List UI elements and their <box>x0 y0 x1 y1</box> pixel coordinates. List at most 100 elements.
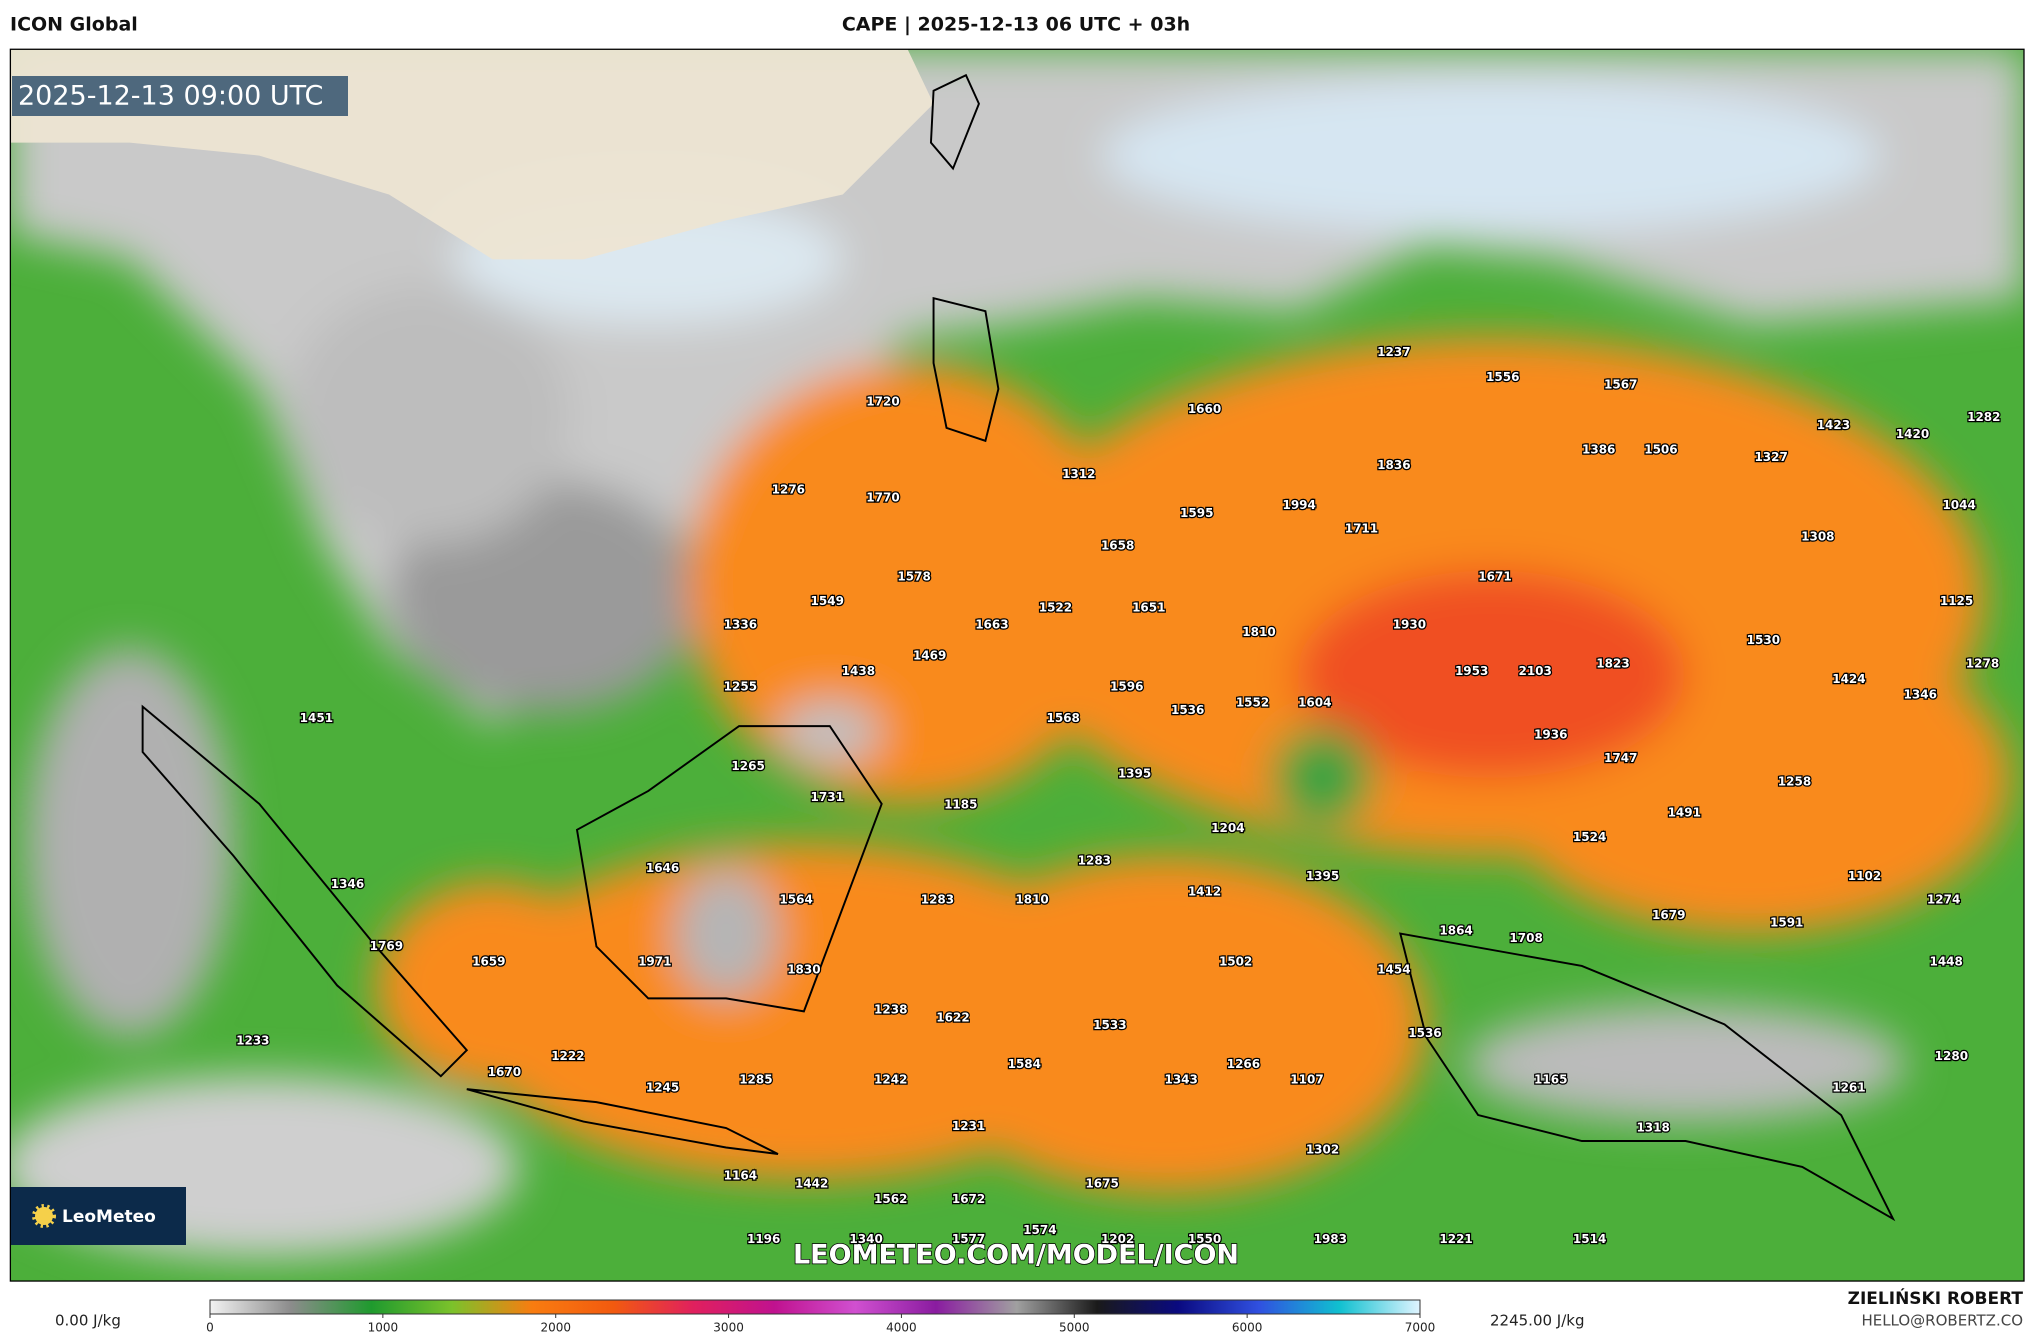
point-label: 1556 <box>1486 370 1519 384</box>
colorbar-tick-label: 2000 <box>540 1321 571 1335</box>
point-label: 1221 <box>1439 1232 1472 1246</box>
point-label: 1536 <box>1171 703 1204 717</box>
point-label: 1651 <box>1132 601 1165 615</box>
point-label: 1386 <box>1582 442 1615 456</box>
colorbar-tick-label: 6000 <box>1232 1321 1263 1335</box>
point-label: 1424 <box>1832 672 1865 686</box>
point-label: 1568 <box>1047 711 1080 725</box>
point-label: 1731 <box>811 790 844 804</box>
point-label: 1502 <box>1219 955 1252 969</box>
point-label: 1231 <box>952 1119 985 1133</box>
point-label: 1646 <box>646 861 679 875</box>
point-label: 1280 <box>1935 1049 1968 1063</box>
point-label: 1340 <box>849 1232 882 1246</box>
point-label: 1274 <box>1927 892 1960 906</box>
point-label: 1346 <box>331 877 364 891</box>
point-label: 1552 <box>1236 695 1269 709</box>
legend-min: 0.00 J/kg <box>55 1312 121 1330</box>
point-label: 1930 <box>1393 617 1426 631</box>
point-label: 1438 <box>842 664 875 678</box>
point-label: 1102 <box>1848 869 1881 883</box>
point-label: 1451 <box>300 711 333 725</box>
point-label: 1830 <box>787 962 820 976</box>
point-label: 1983 <box>1314 1232 1347 1246</box>
point-label: 1265 <box>731 759 764 773</box>
point-label: 1044 <box>1942 498 1975 512</box>
point-label: 1660 <box>1188 402 1221 416</box>
colorbar-tick-label: 0 <box>206 1321 214 1335</box>
point-label: 1747 <box>1604 751 1637 765</box>
point-label: 1469 <box>913 649 946 663</box>
colorbar-tick-label: 7000 <box>1405 1321 1436 1335</box>
logo-text: LeoMeteo <box>62 1207 156 1227</box>
point-labels: 1237 1556 1567 1282 1423 1420 1720 1660 1386 1506… <box>235 344 2002 1247</box>
point-label: 1670 <box>488 1065 521 1079</box>
point-label: 1524 <box>1573 830 1606 844</box>
point-label: 1864 <box>1439 923 1472 937</box>
point-label: 1196 <box>747 1232 780 1246</box>
point-label: 1491 <box>1668 805 1701 819</box>
point-label: 1107 <box>1290 1073 1323 1087</box>
point-label: 1222 <box>551 1049 584 1063</box>
colorbar-tick-label: 5000 <box>1059 1321 1090 1335</box>
point-label: 1533 <box>1093 1018 1126 1032</box>
point-label: 1283 <box>1078 853 1111 867</box>
author: ZIELIŃSKI ROBERT <box>1848 1287 2024 1309</box>
point-label: 1318 <box>1636 1121 1669 1135</box>
point-label: 1622 <box>936 1010 969 1024</box>
point-label: 1550 <box>1188 1232 1221 1246</box>
point-label: 1591 <box>1770 916 1803 930</box>
point-label: 1577 <box>952 1232 985 1246</box>
point-label: 1454 <box>1377 962 1410 976</box>
point-label: 1343 <box>1164 1073 1197 1087</box>
point-label: 1971 <box>638 955 671 969</box>
point-label: 1202 <box>1101 1232 1134 1246</box>
point-label: 1258 <box>1778 774 1811 788</box>
point-label: 1165 <box>1534 1073 1567 1087</box>
point-label: 1836 <box>1377 458 1410 472</box>
point-label: 1283 <box>921 892 954 906</box>
point-label: 1578 <box>897 569 930 583</box>
point-label: 1395 <box>1306 869 1339 883</box>
coastline-java <box>466 1088 779 1155</box>
point-label: 1514 <box>1573 1232 1606 1246</box>
point-label: 1278 <box>1966 656 1999 670</box>
coastline-sumatra <box>141 704 469 1078</box>
legend-max: 2245.00 J/kg <box>1490 1312 1584 1330</box>
point-label: 1346 <box>1904 687 1937 701</box>
point-label: 1164 <box>724 1169 757 1183</box>
point-label: 1261 <box>1832 1080 1865 1094</box>
point-label: 1823 <box>1596 656 1629 670</box>
point-label: 1810 <box>1015 892 1048 906</box>
point-label: 1522 <box>1039 601 1072 615</box>
point-label: 1659 <box>472 955 505 969</box>
point-label: 1125 <box>1940 594 1973 608</box>
coastline-borneo <box>575 725 883 1013</box>
point-label: 1596 <box>1110 680 1143 694</box>
point-label: 1302 <box>1306 1143 1339 1157</box>
colorbar-tick-label: 1000 <box>368 1321 399 1335</box>
point-label: 1237 <box>1377 345 1410 359</box>
colorbar-ticks: 0 1000 2000 3000 4000 5000 6000 7000 <box>206 1314 1435 1335</box>
point-label: 1245 <box>646 1080 679 1094</box>
point-label: 1448 <box>1929 955 1962 969</box>
point-label: 1604 <box>1298 695 1331 709</box>
point-label: 1506 <box>1644 442 1677 456</box>
timestamp-box <box>12 76 348 116</box>
point-label: 1708 <box>1509 931 1542 945</box>
point-label: 1233 <box>236 1034 269 1048</box>
point-label: 1308 <box>1801 529 1834 543</box>
colorbar-tick-label: 3000 <box>713 1321 744 1335</box>
logo-sun <box>32 1204 56 1228</box>
map-frame <box>9 48 2025 1282</box>
point-label: 1395 <box>1118 767 1151 781</box>
point-label: 1936 <box>1534 728 1567 742</box>
point-label: 1185 <box>944 798 977 812</box>
point-label: 1562 <box>874 1192 907 1206</box>
timestamp: 2025-12-13 09:00 UTC <box>18 81 323 112</box>
map <box>9 48 2025 1282</box>
point-label: 1720 <box>866 394 899 408</box>
point-label: 1530 <box>1747 633 1780 647</box>
point-label: 1266 <box>1227 1057 1260 1071</box>
coastline-luzon <box>932 296 1000 443</box>
